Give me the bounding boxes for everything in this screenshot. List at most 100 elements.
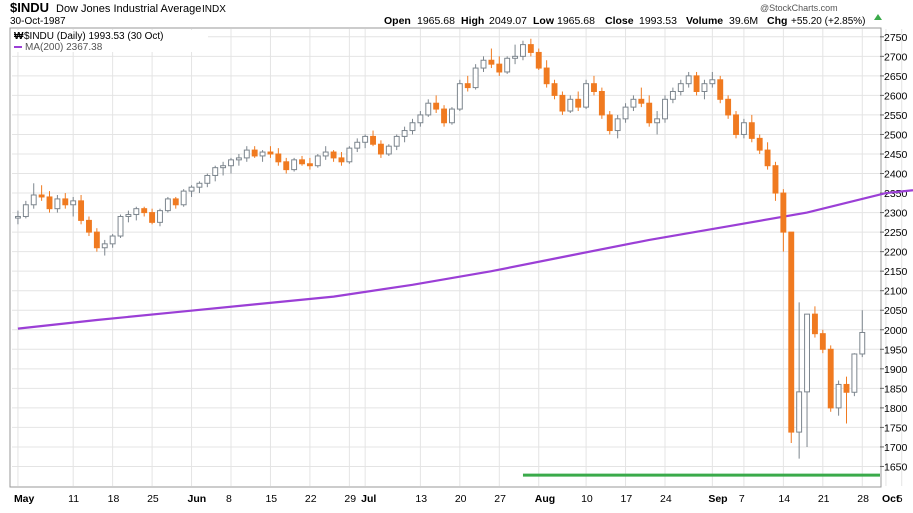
candle-body [796, 391, 803, 433]
y-tick-label: 1800 [884, 403, 908, 415]
candle-body [669, 90, 676, 100]
candle-body [377, 143, 384, 155]
low-value: 1965.68 [557, 15, 595, 27]
y-tick-label: 2600 [884, 90, 908, 102]
low-label: Low [533, 15, 555, 27]
x-tick-label: 11 [68, 493, 79, 505]
candle-body [662, 98, 668, 120]
x-tick-label: 18 [108, 493, 120, 505]
candle-body [819, 333, 826, 350]
y-tick-label: 1950 [884, 344, 908, 356]
candle-body [464, 83, 471, 89]
candle-body [622, 106, 629, 120]
index-name: Dow Jones Industrial Average [56, 3, 201, 15]
y-tick-label: 1750 [884, 422, 908, 434]
candle-body [472, 67, 479, 89]
candle-body [748, 122, 755, 139]
high-label: High [461, 15, 484, 27]
candle-body [149, 212, 156, 223]
candle-body [267, 151, 274, 155]
candle-body [409, 122, 416, 132]
candle-body [425, 102, 432, 116]
legend-price-icon: ₩ [14, 31, 24, 42]
candle-body [811, 313, 818, 335]
candle-body [133, 208, 140, 216]
candle-body [243, 149, 250, 159]
y-tick-label: 2200 [884, 247, 908, 259]
candle-body [756, 137, 763, 151]
y-tick-label: 2000 [884, 325, 908, 337]
x-axis: May 11 18 25 Jun 8 15 22 29 Jul 13 20 27 Aug 10 17 24 Sep… [14, 493, 903, 505]
x-tick-label: 7 [739, 493, 745, 505]
candle-body [488, 59, 495, 65]
candle-body [235, 157, 242, 161]
candle-body [180, 190, 187, 206]
candle-body [188, 186, 195, 192]
candle-body [251, 149, 258, 157]
x-tick-label: 22 [305, 493, 317, 505]
candle-body [654, 118, 661, 124]
volume-label: Volume [686, 15, 723, 27]
chart-date: 30-Oct-1987 [10, 16, 66, 27]
candle-body [591, 83, 597, 92]
candle-body [306, 163, 313, 167]
x-tick-label: Jun [188, 493, 207, 505]
candle-body [362, 135, 369, 143]
candle-body [62, 198, 69, 206]
price-candles [14, 38, 866, 459]
candle-body [496, 63, 503, 73]
candle-body [117, 215, 124, 237]
ma-200-line [17, 189, 913, 330]
candle-body [228, 159, 234, 167]
candle-body [709, 79, 716, 85]
candle-body [275, 153, 282, 163]
candle-body [338, 157, 345, 163]
x-tick-label: 15 [265, 493, 277, 505]
candle-body [804, 313, 810, 393]
high-value: 2049.07 [489, 15, 527, 27]
x-tick-label: Oct [882, 493, 900, 505]
candle-body [46, 196, 53, 210]
change-label: Chg [767, 15, 787, 27]
candle-body [70, 200, 77, 206]
candle-body [172, 198, 179, 206]
close-value: 1993.53 [639, 15, 677, 27]
y-tick-label: 2500 [884, 129, 908, 141]
x-tick-label: Aug [535, 493, 555, 505]
candle-body [417, 114, 424, 124]
legend-ma: MA(200) 2367.38 [25, 42, 103, 53]
y-tick-label: 2400 [884, 169, 908, 181]
x-tick-label: May [14, 493, 35, 505]
x-tick-label: 21 [818, 493, 830, 505]
change-value: +55.20 (+2.85%) [791, 16, 866, 27]
x-tick-label: 25 [147, 493, 159, 505]
y-tick-label: 2050 [884, 305, 908, 317]
candle-body [598, 90, 605, 116]
x-tick-label: Jul [361, 493, 376, 505]
candle-body [259, 151, 266, 157]
candle-body [583, 83, 590, 108]
y-tick-label: 2450 [884, 149, 908, 161]
plot-area [9, 27, 882, 488]
candle-body [725, 98, 732, 116]
candle-body [299, 159, 305, 165]
candle-body [109, 235, 116, 245]
x-tick-label: 14 [778, 493, 790, 505]
candle-body [772, 165, 779, 194]
candle-body [859, 331, 866, 355]
candle-body [512, 55, 519, 59]
candle-body [393, 135, 400, 147]
candle-body [433, 102, 440, 110]
x-tick-label: 24 [660, 493, 672, 505]
candle-body [780, 192, 787, 233]
candle-body [788, 231, 795, 433]
candle-body [157, 210, 163, 223]
candle-body [401, 130, 408, 137]
candle-body [614, 118, 621, 132]
candle-body [843, 383, 850, 393]
x-tick-label: 13 [415, 493, 427, 505]
candle-body [693, 75, 700, 92]
close-label: Close [605, 15, 634, 27]
